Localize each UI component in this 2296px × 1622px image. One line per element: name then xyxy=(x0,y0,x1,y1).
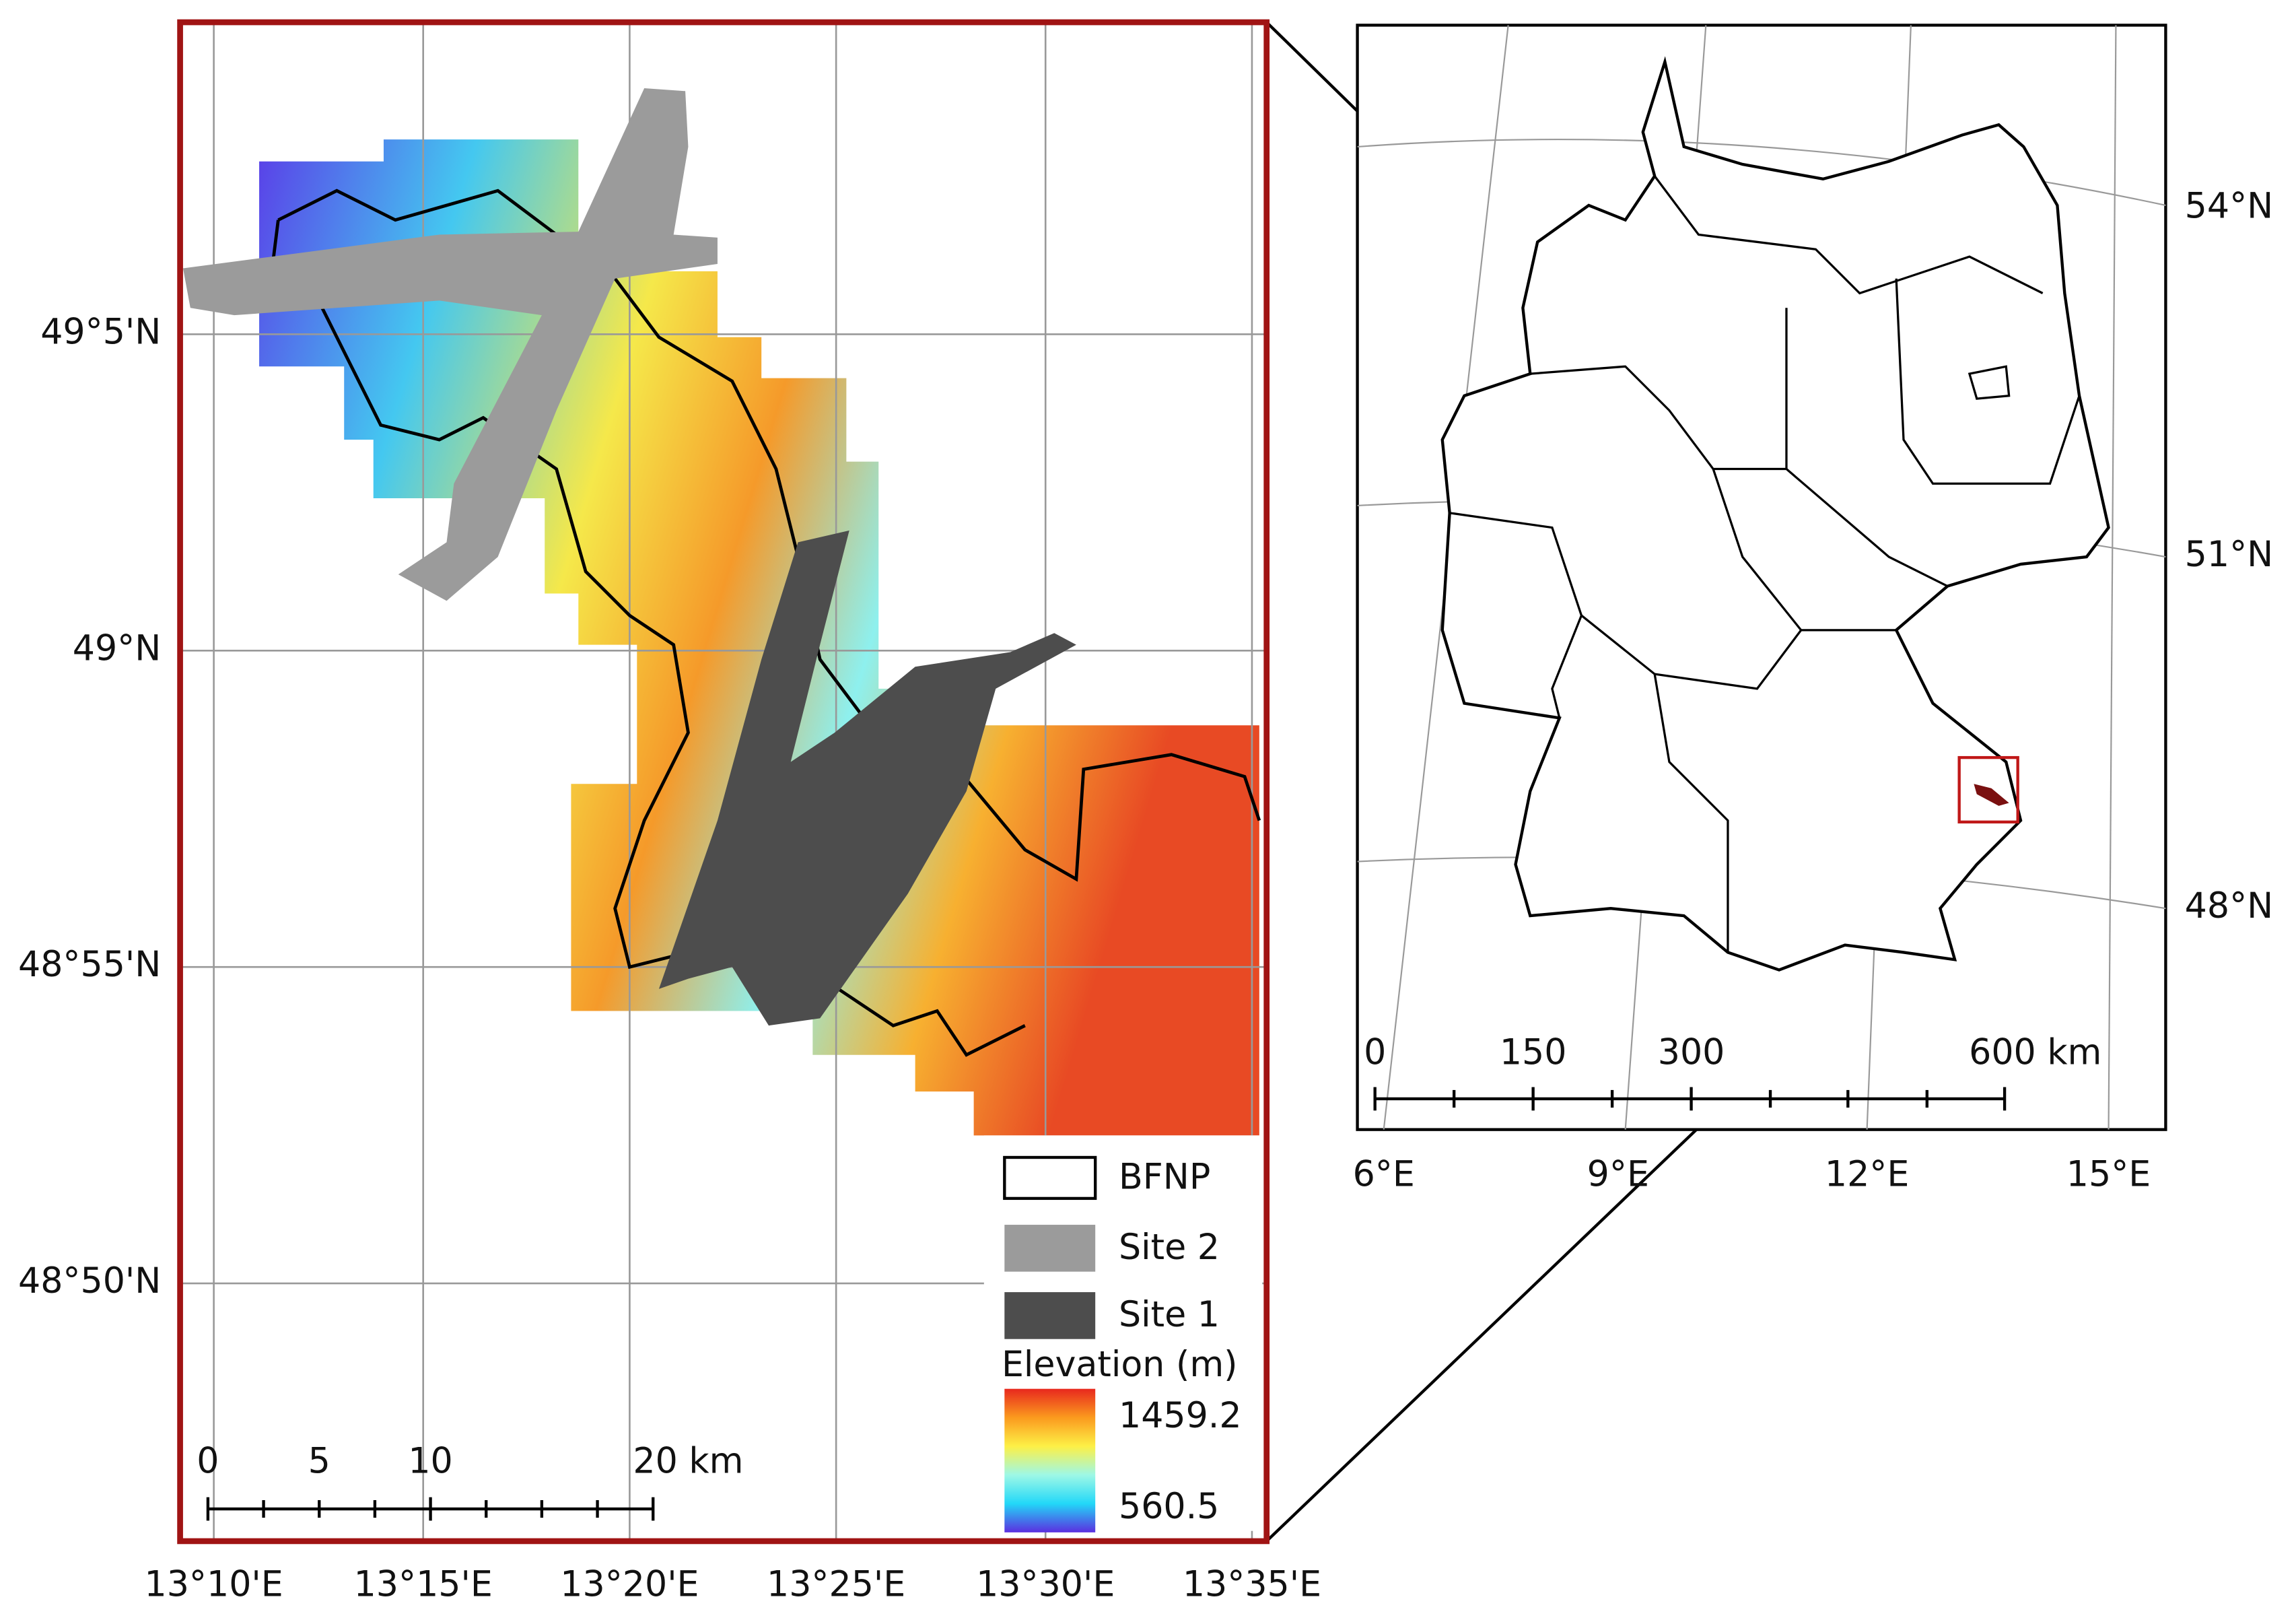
bfnp-boundary xyxy=(269,219,1026,1057)
elevation-min: 560.5 xyxy=(1119,1487,1219,1527)
scale-label: 150 xyxy=(1500,1033,1567,1073)
elevation-ramp xyxy=(1004,1388,1096,1532)
lat-labels: 54°N 51°N 48°N xyxy=(2185,186,2274,926)
scale-bar xyxy=(1373,1087,2007,1111)
germany-outline xyxy=(1440,56,2110,972)
lon-label: 9°E xyxy=(1587,1154,1649,1194)
lon-label: 15°E xyxy=(2066,1154,2151,1194)
scale-label: 300 xyxy=(1658,1033,1725,1073)
study-area-box xyxy=(1957,755,2019,823)
scale-label: 0 xyxy=(197,1442,219,1482)
overview-map: 0 150 300 600 km 54°N 51°N 48°N 6°E 9°E 12°E… xyxy=(1353,24,2274,1194)
legend: BFNP Site 2 Site 1 Elevation (m) 1459.2 … xyxy=(983,1135,1263,1532)
lon-labels: 13°10'E 13°15'E 13°20'E 13°25'E 13°30'E 13°35… xyxy=(144,1564,1321,1604)
scale-label: 600 km xyxy=(1969,1033,2101,1073)
lat-label: 51°N xyxy=(2185,535,2274,575)
lon-label: 13°20'E xyxy=(560,1564,699,1604)
lon-label: 12°E xyxy=(1825,1154,1909,1194)
elevation-max: 1459.2 xyxy=(1119,1396,1242,1436)
legend-swatch xyxy=(1004,1292,1096,1339)
detail-map-frame xyxy=(177,19,1270,1545)
state-borders xyxy=(1449,175,2081,953)
lon-labels: 6°E 9°E 12°E 15°E xyxy=(1353,1154,2151,1194)
scale-label: 0 xyxy=(1364,1033,1386,1073)
lat-label: 48°55'N xyxy=(18,945,161,985)
site-2 xyxy=(182,88,718,601)
lat-label: 48°50'N xyxy=(18,1261,161,1302)
legend-label: Site 2 xyxy=(1119,1227,1220,1268)
lat-label: 48°N xyxy=(2185,886,2274,926)
site-1 xyxy=(658,530,1076,1026)
lat-labels: 49°5'N 49°N 48°55'N 48°50'N xyxy=(18,312,161,1302)
lon-label: 13°25'E xyxy=(767,1564,905,1604)
legend-label: BFNP xyxy=(1119,1157,1210,1198)
lon-label: 13°10'E xyxy=(144,1564,283,1604)
lon-label: 6°E xyxy=(1353,1154,1415,1194)
lat-label: 54°N xyxy=(2185,186,2274,226)
legend-swatch xyxy=(1004,1225,1096,1272)
scale-bar xyxy=(206,1497,655,1521)
legend-swatch xyxy=(1003,1155,1097,1201)
lon-label: 13°15'E xyxy=(354,1564,493,1604)
study-area xyxy=(1974,784,2009,806)
lon-label: 13°30'E xyxy=(976,1564,1115,1604)
lon-label: 13°35'E xyxy=(1183,1564,1321,1604)
legend-label: Site 1 xyxy=(1119,1295,1220,1335)
lat-label: 49°N xyxy=(73,628,162,669)
legend-title: Elevation (m) xyxy=(1002,1345,1238,1385)
scale-label: 20 km xyxy=(633,1442,743,1482)
lat-label: 49°5'N xyxy=(40,312,161,352)
detail-map: 49°5'N49°N48°55'N48°50'N 13°10'E 13°15'E 1… xyxy=(18,19,1321,1604)
scale-label: 5 xyxy=(308,1442,331,1482)
scale-label: 10 xyxy=(408,1442,452,1482)
